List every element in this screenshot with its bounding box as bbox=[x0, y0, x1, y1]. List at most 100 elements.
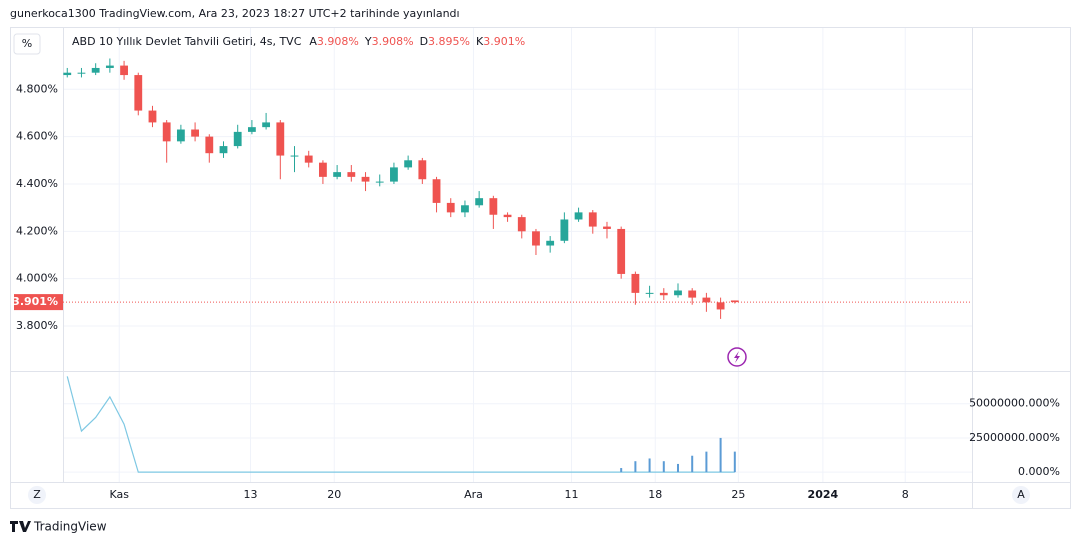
volume-bar bbox=[662, 461, 665, 473]
candle-body bbox=[347, 172, 356, 177]
brand-logo bbox=[10, 521, 31, 532]
candle-body bbox=[276, 122, 285, 156]
y-tick-label: 4.800% bbox=[16, 82, 58, 95]
candle-body bbox=[503, 214, 512, 218]
candle-body bbox=[205, 136, 214, 154]
volume-line bbox=[66, 376, 735, 473]
last-price-label: 3.901% bbox=[12, 295, 58, 308]
volume-bar bbox=[719, 437, 722, 473]
ohlc-key: K bbox=[476, 35, 484, 48]
ohlc-key: Y bbox=[364, 35, 372, 48]
candle-body bbox=[688, 290, 697, 298]
candle-body bbox=[134, 75, 143, 111]
candle-body bbox=[674, 290, 682, 296]
ohlc-key: A bbox=[309, 35, 317, 48]
volume-tick-label: 25000000.000% bbox=[969, 431, 1060, 444]
candle-body bbox=[105, 65, 114, 68]
candle-body bbox=[191, 129, 199, 137]
x-tick-label: 11 bbox=[564, 488, 578, 501]
scale-button-label[interactable]: % bbox=[22, 37, 32, 50]
candle-body bbox=[588, 212, 597, 227]
x-tick-label: 18 bbox=[648, 488, 662, 501]
candle-body bbox=[148, 110, 157, 123]
z-button[interactable] bbox=[28, 486, 46, 504]
y-tick-label: 4.000% bbox=[16, 272, 58, 285]
candle-body bbox=[702, 297, 711, 303]
volume-bar bbox=[691, 455, 694, 473]
x-tick-label: Kas bbox=[109, 488, 129, 501]
candle-body bbox=[390, 167, 398, 182]
volume-tick-label: 0.000% bbox=[1018, 465, 1060, 478]
x-tick-label: 25 bbox=[731, 488, 745, 501]
y-tick-label: 3.800% bbox=[16, 319, 58, 332]
candle-body bbox=[233, 131, 242, 147]
candle-body bbox=[63, 72, 72, 76]
candle-body bbox=[574, 212, 583, 220]
candle-body bbox=[262, 122, 271, 128]
candle-body bbox=[461, 205, 469, 213]
candle-body bbox=[418, 160, 427, 180]
candle-body bbox=[404, 160, 413, 168]
candle-body bbox=[645, 292, 654, 294]
candle-body bbox=[333, 172, 342, 177]
brand-name: TradingView bbox=[33, 520, 107, 534]
a-button[interactable] bbox=[1012, 486, 1030, 504]
y-tick-label: 4.600% bbox=[16, 130, 58, 143]
x-tick-label: 13 bbox=[243, 488, 257, 501]
x-tick-label: Ara bbox=[464, 488, 483, 501]
candle-body bbox=[162, 122, 171, 142]
candle-body bbox=[77, 72, 86, 74]
candle-body bbox=[489, 198, 498, 215]
last-price-box bbox=[14, 294, 63, 311]
chart-title: ABD 10 Yıllık Devlet Tahvili Getiri, 4s,… bbox=[72, 35, 302, 48]
candle-body bbox=[446, 202, 455, 213]
ohlc-value: 3.908% bbox=[317, 35, 359, 48]
x-tick-label: 20 bbox=[327, 488, 341, 501]
candle-body bbox=[617, 228, 626, 274]
publish-note: gunerkoca1300 TradingView.com, Ara 23, 2… bbox=[10, 7, 460, 20]
volume-bar bbox=[634, 461, 637, 473]
frame bbox=[10, 27, 1071, 509]
lightning-icon[interactable] bbox=[727, 347, 747, 367]
scale-button[interactable] bbox=[13, 33, 41, 55]
volume-bar bbox=[620, 468, 623, 473]
candle-body bbox=[219, 146, 228, 154]
z-button-label[interactable]: Z bbox=[33, 488, 41, 501]
candle-body bbox=[659, 292, 668, 296]
volume-bar bbox=[648, 458, 651, 473]
y-tick-label: 4.200% bbox=[16, 224, 58, 237]
candle-body bbox=[716, 302, 725, 310]
a-button-label[interactable]: A bbox=[1017, 488, 1025, 501]
ohlc-value: 3.895% bbox=[428, 35, 470, 48]
ohlc-value: 3.908% bbox=[372, 35, 414, 48]
candle-body bbox=[91, 67, 100, 73]
candle-body bbox=[375, 181, 384, 183]
candle-body bbox=[247, 127, 256, 132]
ohlc-key: D bbox=[420, 35, 428, 48]
candle-body bbox=[475, 198, 484, 206]
candle-body bbox=[730, 300, 739, 303]
x-tick-label: 8 bbox=[902, 488, 909, 501]
volume-tick-label: 50000000.000% bbox=[969, 397, 1060, 410]
candle-body bbox=[290, 155, 299, 157]
volume-bar bbox=[705, 451, 708, 473]
candle-body bbox=[560, 219, 569, 241]
candle-body bbox=[546, 240, 555, 246]
ohlc-value: 3.901% bbox=[483, 35, 525, 48]
volume-bar bbox=[733, 451, 736, 473]
y-tick-label: 4.400% bbox=[16, 177, 58, 190]
candle-body bbox=[304, 155, 313, 163]
candle-body bbox=[319, 162, 327, 177]
candle-body bbox=[532, 231, 540, 246]
volume-bar bbox=[676, 463, 679, 473]
candle-body bbox=[631, 273, 640, 293]
candle-body bbox=[603, 226, 611, 229]
candle-body bbox=[432, 179, 441, 203]
candle-body bbox=[176, 129, 185, 142]
candle-body bbox=[120, 65, 128, 76]
candle-body bbox=[361, 176, 370, 182]
candle-body bbox=[517, 217, 526, 232]
x-tick-label: 2024 bbox=[808, 488, 839, 501]
